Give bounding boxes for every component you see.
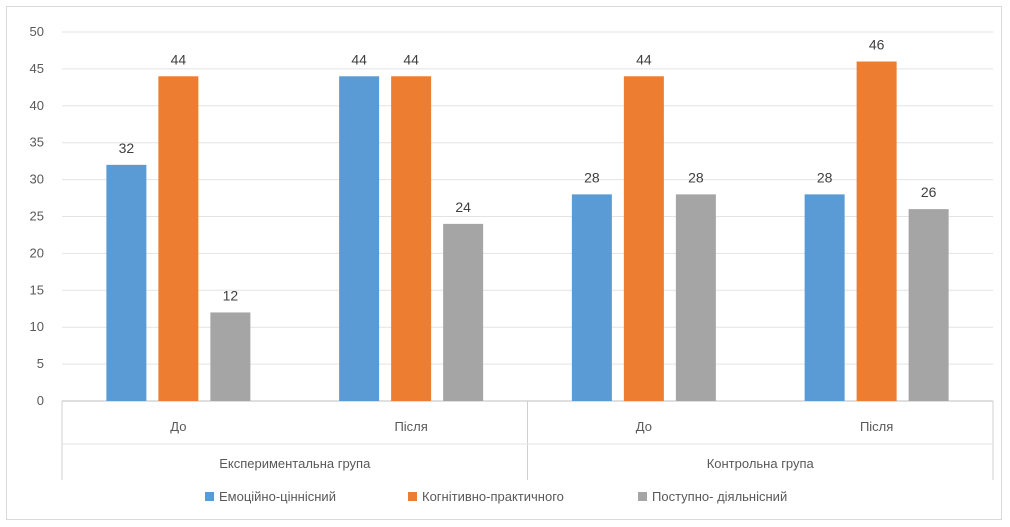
data-label: 12 xyxy=(223,287,239,303)
legend-swatch xyxy=(638,492,647,501)
y-tick-label: 0 xyxy=(37,393,44,408)
bars xyxy=(106,61,949,402)
data-label: 44 xyxy=(403,51,419,67)
y-tick-label: 50 xyxy=(30,24,44,39)
x-group-label: Експериментальна група xyxy=(219,456,371,471)
data-label: 44 xyxy=(636,51,652,67)
y-axis: 0 5 10 15 20 25 30 35 40 45 50 xyxy=(30,24,44,408)
legend-swatch xyxy=(408,492,417,501)
x-group-label: Контрольна група xyxy=(707,456,815,471)
x-category-label: До xyxy=(170,419,186,434)
y-tick-label: 40 xyxy=(30,98,44,113)
y-tick-label: 15 xyxy=(30,282,44,297)
x-category-label: Після xyxy=(860,419,893,434)
bar xyxy=(339,76,380,401)
bar xyxy=(908,209,949,401)
legend-label: Поступно- діяльнісний xyxy=(652,489,787,504)
data-labels: 32 44 28 28 44 44 44 46 12 24 28 26 xyxy=(119,37,937,304)
data-label: 24 xyxy=(455,199,471,215)
y-tick-label: 5 xyxy=(37,356,44,371)
gridlines xyxy=(62,31,993,402)
x-category-label: До xyxy=(636,419,652,434)
bar xyxy=(158,76,199,401)
legend: Емоційно-ціннісний Когнітивно-практичного… xyxy=(205,489,787,504)
bar xyxy=(106,164,147,401)
bar xyxy=(675,194,716,401)
data-label: 46 xyxy=(869,37,885,53)
y-tick-label: 20 xyxy=(30,245,44,260)
legend-swatch xyxy=(205,492,214,501)
data-label: 28 xyxy=(584,169,600,185)
y-tick-label: 25 xyxy=(30,209,44,224)
bar xyxy=(210,312,251,401)
data-label: 44 xyxy=(171,51,187,67)
bar xyxy=(391,76,432,401)
data-label: 26 xyxy=(921,184,937,200)
y-tick-label: 35 xyxy=(30,135,44,150)
bar xyxy=(856,61,897,402)
bar xyxy=(443,223,484,401)
data-label: 32 xyxy=(119,140,135,156)
bar xyxy=(804,194,845,401)
y-tick-label: 10 xyxy=(30,319,44,334)
bar xyxy=(571,194,612,401)
legend-label: Когнітивно-практичного xyxy=(422,489,564,504)
legend-label: Емоційно-ціннісний xyxy=(219,489,336,504)
x-category-label: Після xyxy=(394,419,427,434)
bar xyxy=(623,76,664,401)
y-tick-label: 45 xyxy=(30,61,44,76)
y-tick-label: 30 xyxy=(30,172,44,187)
data-label: 28 xyxy=(688,169,704,185)
data-label: 28 xyxy=(817,169,833,185)
x-axis: До Після Експериментальна група До Після Конт… xyxy=(61,401,994,480)
data-label: 44 xyxy=(351,51,367,67)
